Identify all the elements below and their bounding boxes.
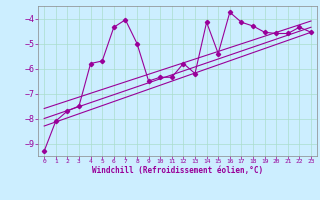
X-axis label: Windchill (Refroidissement éolien,°C): Windchill (Refroidissement éolien,°C) — [92, 166, 263, 175]
